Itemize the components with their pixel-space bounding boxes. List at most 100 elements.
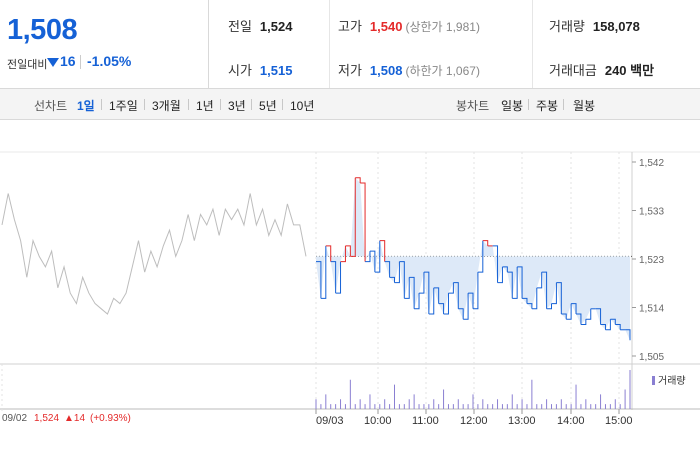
tab-1week[interactable]: 1주일: [109, 99, 138, 113]
today-line-segment: [546, 303, 552, 310]
change-percent: -1.05%: [87, 53, 132, 69]
y-tick-label: 1,514: [639, 304, 664, 315]
today-line-segment: [340, 245, 346, 263]
today-line-segment: [369, 250, 376, 273]
today-line-segment: [497, 266, 503, 284]
x-tick-label: 11:00: [412, 415, 439, 427]
upper-limit: (상한가 1,981): [405, 20, 480, 34]
today-line-segment: [541, 271, 548, 309]
stat-label: 거래량: [549, 19, 585, 34]
today-line-segment: [507, 271, 513, 299]
today-line-segment: [615, 324, 621, 330]
divider: [220, 99, 221, 110]
today-line-segment: [316, 261, 322, 299]
today-line-segment: [585, 308, 592, 320]
tab-weekly[interactable]: 주봉: [536, 99, 559, 113]
today-line-segment: [448, 282, 454, 294]
today-line-segment: [468, 292, 474, 309]
stat-label: 고가: [338, 19, 362, 34]
volume-legend-label: 거래량: [658, 376, 686, 387]
today-line-segment: [625, 329, 631, 341]
stat-label: 시가: [228, 63, 252, 78]
y-tick-label: 1,505: [639, 352, 664, 363]
today-line-segment: [399, 261, 405, 299]
down-arrow-icon: [47, 58, 59, 67]
divider: [563, 99, 564, 110]
today-line-segment: [360, 182, 366, 262]
today-line-segment: [458, 308, 464, 320]
today-line-segment: [443, 293, 449, 315]
tab-5year[interactable]: 5년: [259, 99, 277, 113]
y-tick-label: 1,533: [639, 207, 664, 218]
stat-label: 전일: [228, 19, 252, 34]
change-amount: 16: [60, 53, 76, 69]
today-line-segment: [409, 276, 415, 309]
today-line-segment: [453, 282, 459, 309]
stat-volume: 거래량 158,078: [549, 16, 640, 35]
today-line-segment: [502, 266, 508, 273]
stat-value: 240 백만: [604, 63, 655, 78]
today-line-segment: [438, 303, 445, 315]
divider: [80, 55, 81, 69]
today-line-segment: [576, 313, 582, 325]
change-label: 전일대비: [7, 59, 48, 71]
today-line-segment: [365, 251, 371, 263]
volume-legend: 거래량: [652, 372, 686, 387]
prev-date-label: 09/02: [2, 413, 28, 424]
stat-label: 거래대금: [549, 63, 597, 78]
today-line-segment: [345, 245, 351, 257]
volume-swatch: [652, 376, 655, 385]
prev-change-pct-label: (+0.93%): [90, 413, 131, 424]
tab-1day[interactable]: 1일: [77, 99, 95, 113]
today-line-segment: [571, 303, 577, 315]
today-line-segment: [335, 261, 342, 294]
stat-low: 저가 1,508 (하한가 1,067): [338, 60, 480, 79]
x-tick-label: 12:00: [460, 415, 488, 427]
today-line-segment: [330, 261, 337, 294]
today-line-segment: [610, 318, 616, 325]
divider: [532, 0, 533, 88]
today-line-segment: [350, 177, 356, 257]
tab-1year[interactable]: 1년: [196, 99, 214, 113]
today-line-segment: [561, 313, 567, 320]
tab-daily[interactable]: 일봉: [501, 99, 524, 113]
today-line-segment: [566, 303, 572, 320]
today-line-segment: [374, 240, 381, 273]
today-line-segment: [595, 308, 602, 325]
price-box: 1,508 전일대비 16 -1.05%: [0, 0, 209, 88]
y-tick-label: 1,542: [639, 158, 664, 169]
tab-10year[interactable]: 10년: [290, 99, 315, 113]
tab-3month[interactable]: 3개월: [152, 99, 181, 113]
tab-3year[interactable]: 3년: [228, 99, 246, 113]
x-tick-label: 10:00: [364, 415, 392, 427]
divider: [101, 99, 102, 110]
today-line-segment: [419, 272, 425, 294]
stat-turnover: 거래대금 240 백만: [549, 60, 654, 79]
stat-value: 1,540: [369, 19, 403, 34]
stat-value: 158,078: [592, 19, 640, 34]
divider: [329, 0, 330, 88]
stat-value: 1,515: [259, 63, 293, 78]
today-line-segment: [384, 261, 391, 278]
lower-limit: (하한가 1,067): [405, 64, 480, 78]
today-line-segment: [355, 177, 361, 183]
stat-open: 시가 1,515: [228, 60, 292, 79]
today-line-segment: [522, 297, 528, 304]
today-line-segment: [428, 287, 435, 315]
today-line-segment: [325, 245, 332, 262]
today-line-segment: [404, 277, 410, 299]
prev-day-line: [1, 193, 307, 315]
stat-high: 고가 1,540 (상한가 1,981): [338, 16, 480, 35]
today-line-segment: [600, 324, 606, 330]
change-value: 16: [47, 53, 76, 69]
today-line-segment: [517, 266, 523, 299]
divider: [282, 99, 283, 110]
divider: [528, 99, 529, 110]
today-line-segment: [473, 272, 479, 310]
tab-monthly[interactable]: 월봉: [573, 99, 596, 113]
candle-chart-label: 봉차트: [456, 99, 490, 113]
today-line-segment: [605, 319, 611, 331]
today-line-segment: [379, 240, 386, 262]
today-line-segment: [551, 282, 557, 305]
today-line-segment: [512, 266, 518, 299]
